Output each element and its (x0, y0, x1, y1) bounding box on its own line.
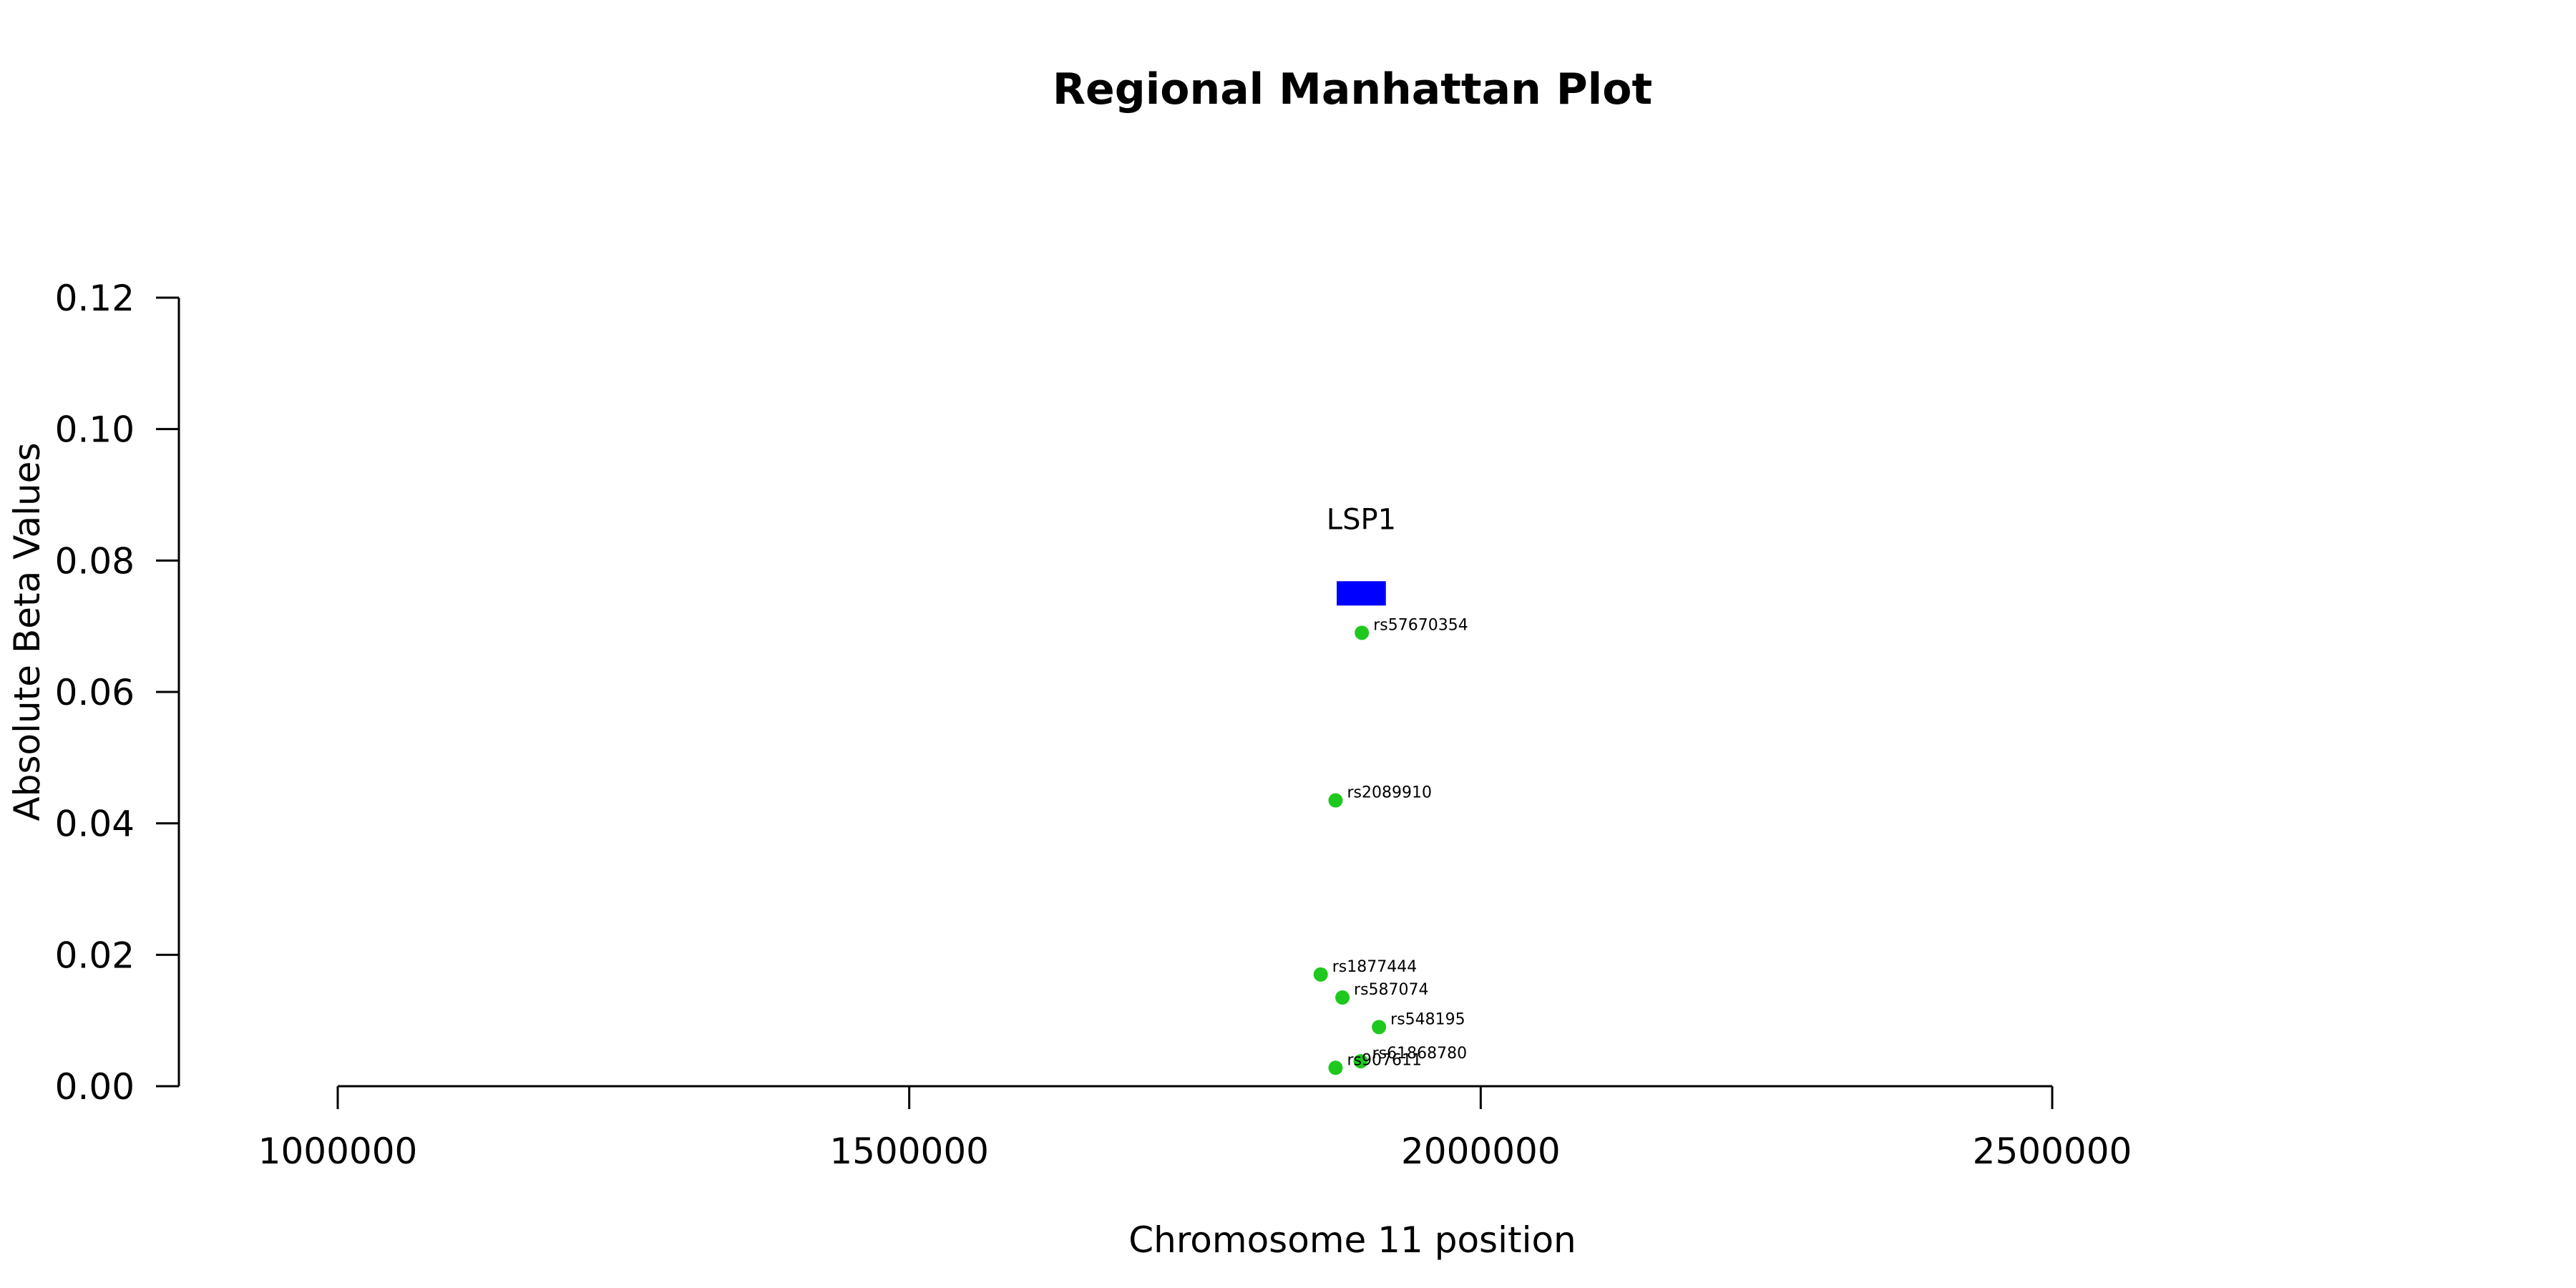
y-tick-label: 0.08 (55, 540, 135, 582)
snp-point (1335, 990, 1350, 1005)
snp-label: rs548195 (1390, 1010, 1465, 1028)
gene-track: LSP1 (1327, 503, 1396, 606)
x-tick-label: 2500000 (1973, 1131, 2132, 1172)
y-tick-label: 0.10 (55, 409, 135, 451)
y-tick-label: 0.02 (55, 935, 135, 976)
y-tick-label: 0.00 (55, 1066, 135, 1108)
y-tick-label: 0.12 (55, 278, 135, 319)
snp-label: rs2089910 (1347, 784, 1432, 802)
x-tick-label: 1500000 (829, 1131, 989, 1172)
x-axis-label: Chromosome 11 position (1128, 1219, 1576, 1261)
gene-label: LSP1 (1327, 503, 1396, 536)
y-axis-label: Absolute Beta Values (6, 443, 48, 821)
chart-title: Regional Manhattan Plot (1053, 64, 1652, 114)
snp-points: rs57670354 rs2089910 rs1877444 rs587074 rs54… (1313, 616, 1468, 1075)
y-tick-label: 0.06 (55, 672, 135, 713)
snp-point (1328, 793, 1343, 808)
x-axis: 1000000 1500000 2000000 2500000 (258, 1085, 2132, 1172)
snp-point (1355, 625, 1370, 640)
snp-point (1353, 1054, 1368, 1069)
gene-lsp1-bar (1337, 581, 1386, 606)
snp-label: rs907611 (1347, 1051, 1422, 1069)
snp-point (1313, 967, 1328, 982)
x-tick-label: 1000000 (258, 1131, 418, 1172)
snp-point (1372, 1020, 1387, 1035)
snp-label: rs61868780 (1372, 1045, 1467, 1063)
snp-label: rs1877444 (1332, 958, 1418, 976)
snp-label: rs57670354 (1373, 616, 1468, 634)
x-tick-label: 2000000 (1401, 1131, 1561, 1172)
y-tick-label: 0.04 (55, 804, 135, 845)
snp-label: rs587074 (1354, 981, 1429, 999)
snp-point (1328, 1060, 1343, 1075)
y-axis: 0.00 0.02 0.04 0.06 0.08 0.10 0.12 (55, 278, 180, 1108)
